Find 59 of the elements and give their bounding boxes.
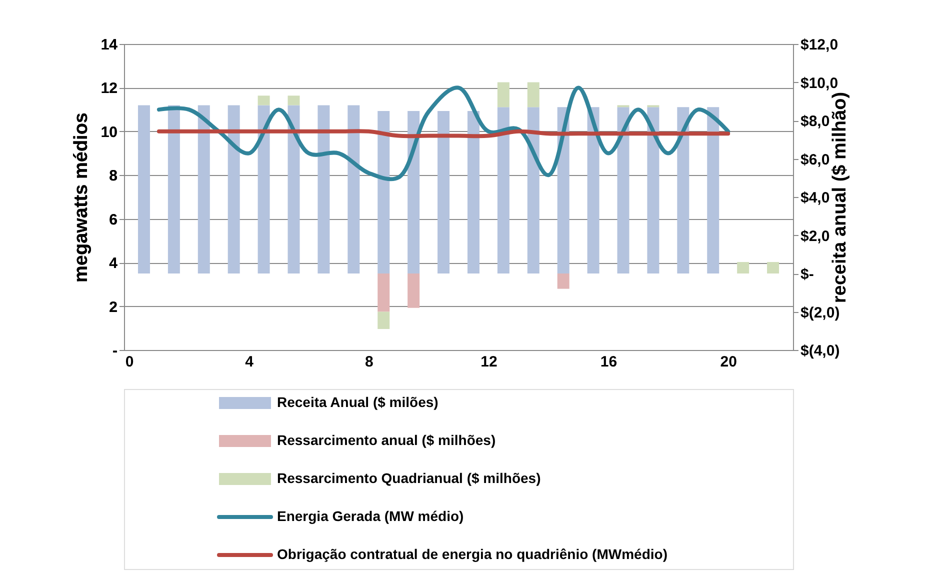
bar [378,312,390,329]
legend-label: Receita Anual ($ milões) [277,394,438,410]
bar [527,82,540,108]
y2-tick-label: $2,0 [800,228,830,245]
y-tick-label: 10 [100,124,118,141]
legend-label: Energia Gerada (MW médio) [277,508,464,524]
bar [228,105,240,274]
bar [497,82,510,108]
bar [318,105,330,274]
y2-tick-label: $10,0 [800,74,838,92]
y-tick-label: 8 [109,168,118,185]
bar [617,107,630,274]
bar [408,274,420,308]
bar [258,105,270,274]
bar [647,107,660,274]
bar [767,262,780,274]
x-tick-label: 16 [600,354,618,370]
bar [737,262,750,274]
bar [707,107,720,274]
y2-tick-label: $(4,0) [800,342,840,360]
y-tick-label: 4 [109,255,118,272]
bar [497,107,510,274]
y2-tick-label: $4,0 [800,190,830,206]
legend-label: Obrigação contratual de energia no quadriênio (MWmédio) [277,546,668,562]
y-tick-label: 12 [100,80,118,98]
y-tick-label: 14 [100,36,118,54]
x-tick-label: 20 [720,354,737,370]
x-tick-label: 4 [245,354,254,370]
bar [527,107,540,274]
bar [348,105,360,274]
y-tick-label: 6 [109,211,118,228]
y-tick-label: 2 [109,298,118,316]
bar [677,107,690,274]
y-tick-label: - [112,342,118,360]
bar [557,274,570,289]
legend-label: Ressarcimento anual ($ milhões) [277,432,496,448]
bar [378,110,390,274]
x-tick-label: 8 [364,354,374,370]
bar [378,274,390,312]
y2-axis-title: receita anual ($ milhão) [830,92,851,304]
bar [288,96,300,106]
y2-tick-label: $12,0 [800,36,838,54]
bar [168,105,180,274]
bar [288,105,300,274]
y2-tick-label: $6,0 [800,151,830,168]
y2-tick-label: $- [800,266,814,283]
x-tick-label: 0 [125,354,134,370]
bar [438,110,450,274]
bar [258,96,270,106]
y-axis-title: megawatts médios [70,112,92,282]
y2-tick-label: $(2,0) [800,304,840,322]
legend-label: Ressarcimento Quadrianual ($ milhões) [277,470,541,486]
bar [198,105,210,274]
bar [408,110,420,274]
x-tick-label: 12 [480,354,498,370]
bar [467,110,480,274]
bar [587,107,600,274]
bar [138,105,150,274]
y2-tick-label: $8,0 [800,113,830,130]
